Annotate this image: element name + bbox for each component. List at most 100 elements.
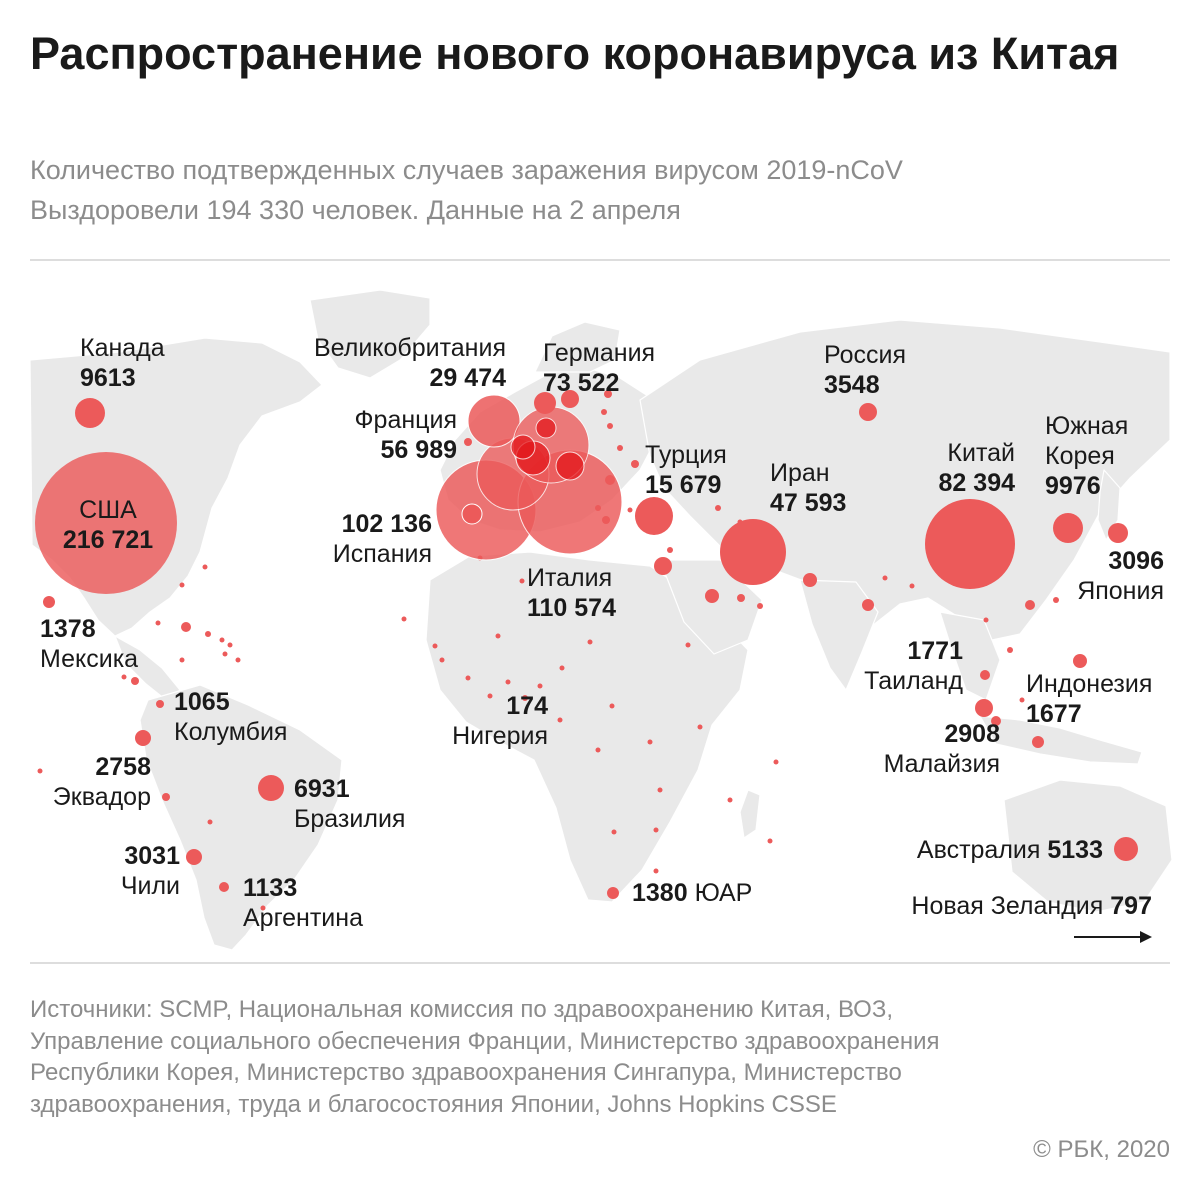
label-ecuador: 2758 Эквадор [53,752,151,812]
case-count: 15 679 [645,471,722,499]
label-usa: США 216 721 [56,495,160,555]
label-mexico: 1378 Мексика [40,614,138,674]
bubble-austria [555,451,585,481]
country-name: Чили [120,872,180,900]
page-title: Распространение нового коронавируса из К… [30,28,1120,79]
country-name: Россия [824,341,906,369]
bubble-colombia [162,793,170,801]
subtitle-line-1: Количество подтвержденных случаев зараже… [30,155,903,185]
label-south-korea: Южная Корея 9976 [1045,411,1128,501]
label-russia: Россия 3548 [824,340,906,400]
case-count: 1378 [40,615,96,643]
case-count: 56 989 [380,436,457,464]
country-name: Аргентина [243,904,363,932]
case-count: 3031 [124,842,180,870]
country-name: Канада [80,334,165,362]
case-count: 2908 [944,720,1000,748]
country-name: США [79,496,137,524]
bubble-brazil [258,775,284,801]
country-name: Китай [947,439,1015,467]
case-count: 1133 [243,874,298,902]
case-count: 174 [506,692,548,720]
landmass-japan [1097,469,1121,541]
country-name: Великобритания [314,334,506,362]
label-colombia: 1065 Колумбия [174,687,287,747]
case-count: 3548 [824,371,880,399]
case-count: 216 721 [62,526,154,554]
country-name: Индонезия [1026,670,1153,698]
country-name: ЮАР [694,879,753,907]
label-indonesia: Индонезия 1677 [1026,669,1152,729]
landmass-greenland [309,289,431,379]
bubble-thailand [980,670,990,680]
bubble-china [925,499,1015,589]
bubble-canada [75,398,105,428]
country-name: Таиланд [864,667,963,695]
label-australia: Австралия 5133 [917,835,1103,865]
label-brazil: 6931 Бразилия [294,774,405,834]
country-name: Малайзия [883,750,1000,778]
label-japan: 3096 Япония [1077,546,1164,606]
country-name: Германия [543,339,656,367]
country-name-line-2: Корея [1045,442,1115,470]
bubble-malaysia [975,699,993,717]
case-count: 1771 [907,637,963,665]
landmass-arabia [659,559,763,655]
bubble-nigeria [522,695,528,701]
landmass-scandinavia [534,321,621,373]
country-name: Турция [645,441,727,469]
bubble-indonesia [991,716,1001,726]
case-count: 110 574 [527,594,616,622]
continents [29,289,1173,951]
label-south-africa: 1380 ЮАР [632,878,752,908]
country-name: Эквадор [52,783,151,811]
major-case-bubbles [35,390,1138,899]
case-count: 9613 [80,364,136,392]
bubble-argentina [219,882,229,892]
country-name: Австралия [916,836,1041,864]
bubble-mexico [43,596,55,608]
label-uk: Великобритания 29 474 [314,333,506,393]
case-count: 29 474 [429,364,506,392]
landmass-indonesia [979,715,1143,765]
subtitle: Количество подтвержденных случаев зараже… [30,150,1170,230]
bubble-turkey [635,497,673,535]
country-name: Япония [1077,577,1164,605]
bottom-divider [30,962,1170,964]
case-count: 1065 [174,688,230,716]
case-count: 102 136 [341,510,432,538]
case-count: 6931 [294,775,350,803]
bubble-japan [1108,523,1128,543]
copyright: © РБК, 2020 [1033,1136,1170,1163]
bubble-netherlands [535,417,557,439]
country-name: Италия [527,564,613,592]
label-germany: Германия 73 522 [543,338,655,398]
label-thailand: 1771 Таиланд [864,636,963,696]
label-argentina: 1133 Аргентина [243,873,363,933]
landmass-south-america [139,684,343,951]
label-malaysia: 2908 Малайзия [884,719,1000,779]
label-turkey: Турция 15 679 [645,440,727,500]
country-name-line-1: Южная [1045,412,1129,440]
landmass-africa [425,551,749,903]
label-china: Китай 82 394 [939,438,1015,498]
bubble-south-korea [1053,513,1083,543]
bubble-belgium [510,434,536,460]
label-chile: 3031 Чили [121,841,180,901]
bubble-chile [186,849,202,865]
country-name: Франция [354,406,457,434]
label-canada: Канада 9613 [80,333,165,393]
landmass-madagascar [739,789,761,839]
arrow-right-icon [1074,931,1152,943]
landmass-india [799,579,879,691]
bubble-uk [467,394,521,448]
country-name: Мексика [40,645,139,673]
country-name: Новая Зеландия [911,892,1104,920]
bubble-norway [561,390,579,408]
case-count: 47 593 [770,489,847,517]
case-count: 82 394 [938,469,1015,497]
label-italy: Италия 110 574 [527,563,616,623]
case-count: 5133 [1047,836,1103,864]
country-name: Бразилия [294,805,406,833]
bubble-usa [35,452,177,594]
